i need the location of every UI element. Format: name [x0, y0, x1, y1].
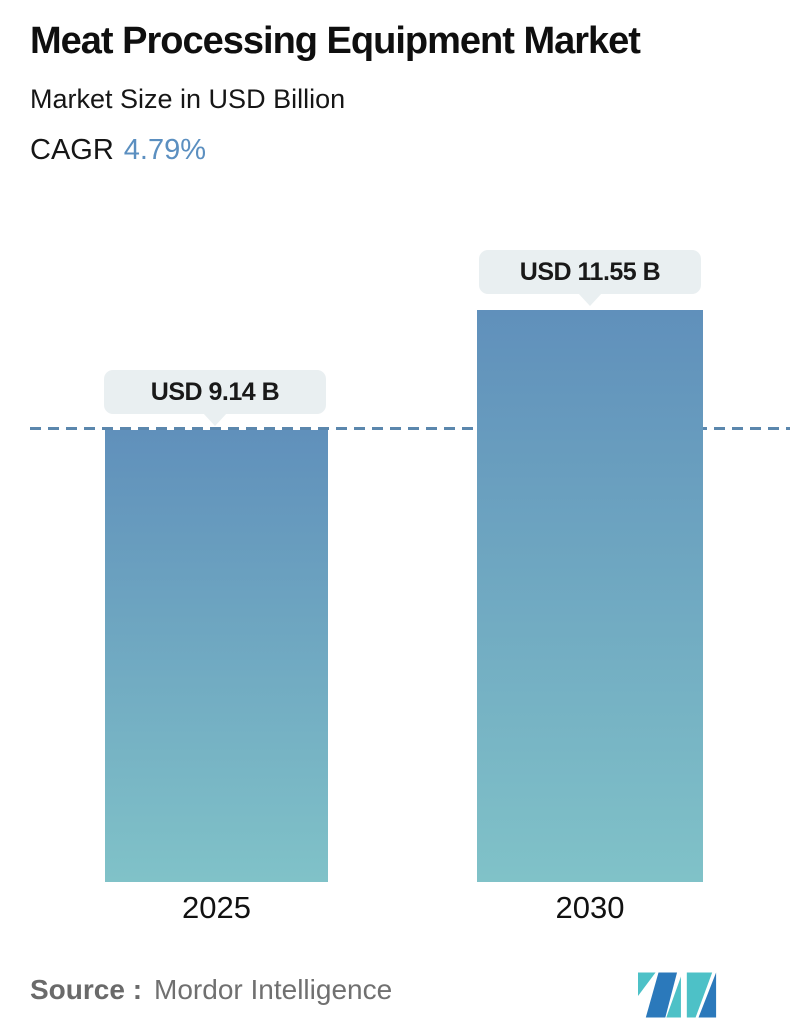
data-label-2030: USD 11.55 B [479, 250, 701, 306]
reference-dashed-line [30, 427, 790, 430]
source-attribution: Source : Mordor Intelligence [30, 974, 392, 1006]
x-axis-label-2030: 2030 [555, 890, 625, 925]
source-value: Mordor Intelligence [154, 974, 393, 1005]
bar-2025[interactable] [105, 430, 328, 882]
logo-blue-band [645, 972, 678, 1018]
logo-blue-triangle-right [698, 972, 717, 1018]
cagr-value: 4.79% [123, 134, 207, 166]
bar-2030[interactable] [477, 310, 703, 882]
data-label-2025-text: USD 9.14 B [150, 377, 280, 406]
data-label-2025: USD 9.14 B [104, 370, 326, 426]
cagr-row: CAGR 4.79% [30, 134, 206, 167]
source-label: Source : [30, 974, 143, 1005]
page-title: Meat Processing Equipment Market [30, 20, 641, 62]
cagr-label: CAGR [30, 134, 114, 166]
logo-teal-bar-right [686, 972, 713, 1018]
logo-teal-triangle-middle [666, 976, 681, 1018]
pill-pointer-icon [203, 413, 227, 426]
chart-subtitle: Market Size in USD Billion [30, 84, 346, 114]
data-label-2030-text: USD 11.55 B [519, 257, 661, 286]
mordor-intelligence-logo [638, 972, 717, 1018]
x-axis-label-2025: 2025 [182, 890, 251, 925]
pill-pointer-icon [578, 293, 602, 306]
